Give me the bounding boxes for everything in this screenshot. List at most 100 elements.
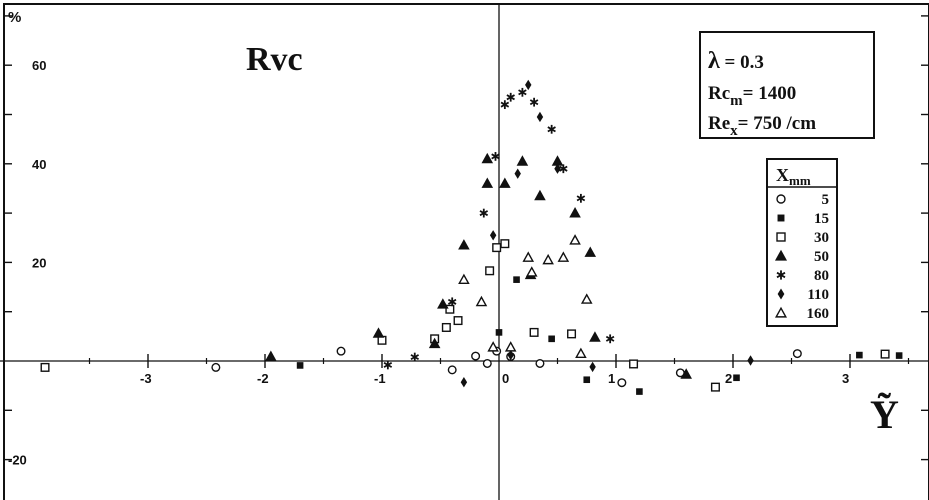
ticks: -3 -2 -1 0 1 2 3 -20 20 40 60 bbox=[4, 15, 929, 468]
data-point-80 bbox=[506, 92, 515, 102]
legend-entry-50: 50 bbox=[774, 249, 829, 265]
data-point-50 bbox=[437, 298, 449, 309]
data-point-50 bbox=[680, 368, 692, 379]
data-point-80 bbox=[518, 87, 527, 97]
data-point-30 bbox=[629, 359, 639, 369]
data-point-80 bbox=[479, 208, 489, 218]
data-point-110 bbox=[525, 79, 532, 91]
x-axis-label: Ỹ bbox=[870, 392, 899, 437]
data-point-5 bbox=[211, 362, 221, 372]
data-point-50 bbox=[499, 177, 511, 188]
data-point-15 bbox=[296, 362, 304, 369]
y-tick-label: -20 bbox=[8, 453, 27, 468]
legend-label-50: 50 bbox=[814, 249, 829, 265]
legend-label-5: 5 bbox=[822, 192, 830, 208]
data-point-160 bbox=[569, 234, 581, 245]
y-tick-label: 60 bbox=[32, 58, 46, 73]
series-50 bbox=[265, 152, 692, 379]
data-point-50 bbox=[569, 207, 581, 218]
data-point-160 bbox=[522, 251, 535, 262]
parameter-line: Rex= 750 /cm bbox=[708, 113, 816, 139]
x-tick-label: 3 bbox=[842, 371, 849, 386]
legend-marker-5 bbox=[776, 194, 786, 204]
data-point-80 bbox=[547, 124, 556, 134]
data-point-50 bbox=[265, 350, 277, 361]
data-point-80 bbox=[605, 334, 615, 344]
legend-entry-5: 5 bbox=[776, 192, 830, 208]
y-axis-unit-label: % bbox=[8, 9, 21, 26]
legend-label-80: 80 bbox=[814, 268, 829, 284]
chart-title: Rvc bbox=[246, 41, 303, 78]
data-point-160 bbox=[504, 341, 517, 352]
data-point-50 bbox=[458, 239, 470, 250]
x-tick-label: -1 bbox=[374, 371, 386, 386]
parameter-box-frame bbox=[699, 31, 875, 139]
x-tick-label: -3 bbox=[140, 371, 152, 386]
legend-entry-15: 15 bbox=[777, 211, 829, 227]
data-points bbox=[40, 79, 903, 395]
data-point-5 bbox=[792, 349, 802, 359]
data-point-5 bbox=[447, 365, 457, 375]
data-point-160 bbox=[542, 253, 554, 265]
data-point-80 bbox=[447, 297, 457, 307]
data-point-80 bbox=[529, 97, 539, 107]
data-point-80 bbox=[576, 193, 586, 203]
data-point-160 bbox=[487, 341, 499, 352]
legend-label-30: 30 bbox=[814, 230, 829, 246]
series-5 bbox=[211, 346, 802, 388]
data-point-30 bbox=[492, 243, 502, 253]
data-point-160 bbox=[575, 347, 587, 358]
data-point-160 bbox=[525, 266, 538, 277]
y-tick-label: 20 bbox=[32, 255, 46, 270]
legend-entry-30: 30 bbox=[776, 230, 829, 246]
legend-marker-110 bbox=[777, 288, 785, 300]
data-point-30 bbox=[710, 382, 720, 392]
series-15 bbox=[296, 276, 903, 395]
data-point-80 bbox=[559, 164, 568, 174]
data-point-30 bbox=[567, 329, 577, 339]
data-point-15 bbox=[548, 335, 555, 343]
series-80 bbox=[383, 87, 615, 370]
data-point-50 bbox=[534, 189, 546, 201]
x-tick-label: 2 bbox=[725, 371, 732, 386]
data-point-5 bbox=[617, 378, 627, 388]
legend-marker-15 bbox=[777, 214, 785, 222]
data-point-50 bbox=[584, 246, 597, 257]
legend-label-15: 15 bbox=[814, 211, 829, 227]
parameter-line: λ = 0.3 bbox=[708, 48, 764, 74]
data-point-15 bbox=[895, 352, 903, 359]
legend-marker-30 bbox=[776, 232, 786, 242]
data-point-50 bbox=[372, 327, 385, 338]
data-point-160 bbox=[458, 273, 470, 285]
data-point-5 bbox=[482, 358, 492, 368]
legend-label-110: 110 bbox=[807, 287, 829, 303]
data-point-110 bbox=[514, 168, 521, 179]
series-160 bbox=[458, 234, 593, 358]
data-point-80 bbox=[383, 360, 393, 370]
legend-marker-160 bbox=[774, 306, 788, 318]
legend-label-160: 160 bbox=[807, 306, 830, 322]
data-point-5 bbox=[471, 351, 481, 361]
data-point-50 bbox=[516, 155, 529, 166]
data-point-30 bbox=[500, 239, 510, 249]
data-point-110 bbox=[747, 355, 754, 366]
data-point-80 bbox=[491, 152, 500, 161]
legend-title: Xmm bbox=[776, 165, 811, 188]
data-point-160 bbox=[475, 295, 488, 307]
data-point-30 bbox=[40, 362, 50, 372]
legend-marker-80 bbox=[776, 270, 786, 280]
data-point-50 bbox=[589, 331, 601, 342]
parameter-box: λ = 0.3 Rcm= 1400 Rex= 750 /cm bbox=[699, 31, 875, 139]
y-tick-label: 40 bbox=[32, 157, 46, 172]
legend-entry-160: 160 bbox=[774, 306, 830, 322]
series-30 bbox=[40, 239, 890, 392]
data-point-50 bbox=[428, 337, 441, 349]
data-point-15 bbox=[733, 374, 740, 382]
data-point-80 bbox=[410, 352, 420, 362]
x-tick-label: 0 bbox=[502, 371, 509, 386]
parameter-line: Rcm= 1400 bbox=[708, 83, 796, 109]
data-point-110 bbox=[507, 349, 514, 361]
data-point-160 bbox=[580, 293, 593, 304]
data-point-80 bbox=[500, 100, 510, 110]
